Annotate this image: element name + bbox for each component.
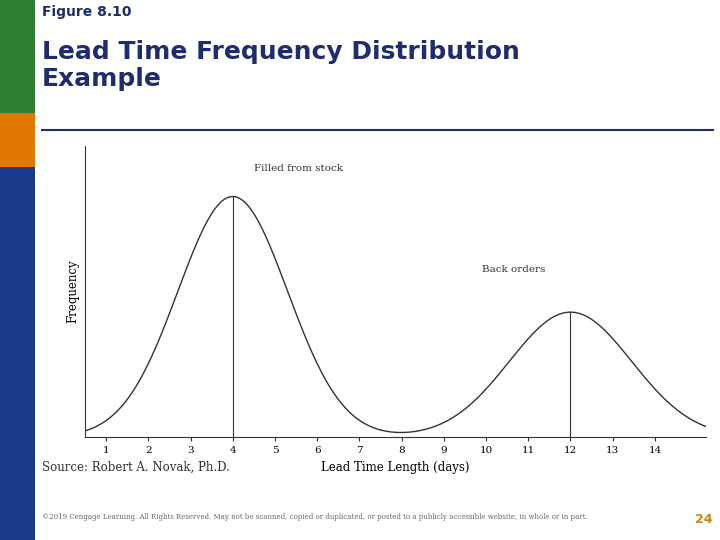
Bar — [0, 113, 35, 167]
Text: 24: 24 — [696, 513, 713, 526]
Bar — [0, 167, 35, 354]
Text: Lead Time Frequency Distribution
Example: Lead Time Frequency Distribution Example — [42, 40, 520, 91]
Text: ©2019 Cengage Learning. All Rights Reserved. May not be scanned, copied or dupli: ©2019 Cengage Learning. All Rights Reser… — [42, 513, 588, 521]
Text: Figure 8.10: Figure 8.10 — [42, 5, 131, 19]
Bar — [0, 0, 35, 113]
Bar — [0, 354, 35, 540]
Y-axis label: Frequency: Frequency — [66, 260, 79, 323]
Text: Back orders: Back orders — [482, 265, 545, 274]
Text: Filled from stock: Filled from stock — [254, 164, 343, 173]
Text: Source: Robert A. Novak, Ph.D.: Source: Robert A. Novak, Ph.D. — [42, 461, 230, 474]
X-axis label: Lead Time Length (days): Lead Time Length (days) — [321, 461, 469, 474]
